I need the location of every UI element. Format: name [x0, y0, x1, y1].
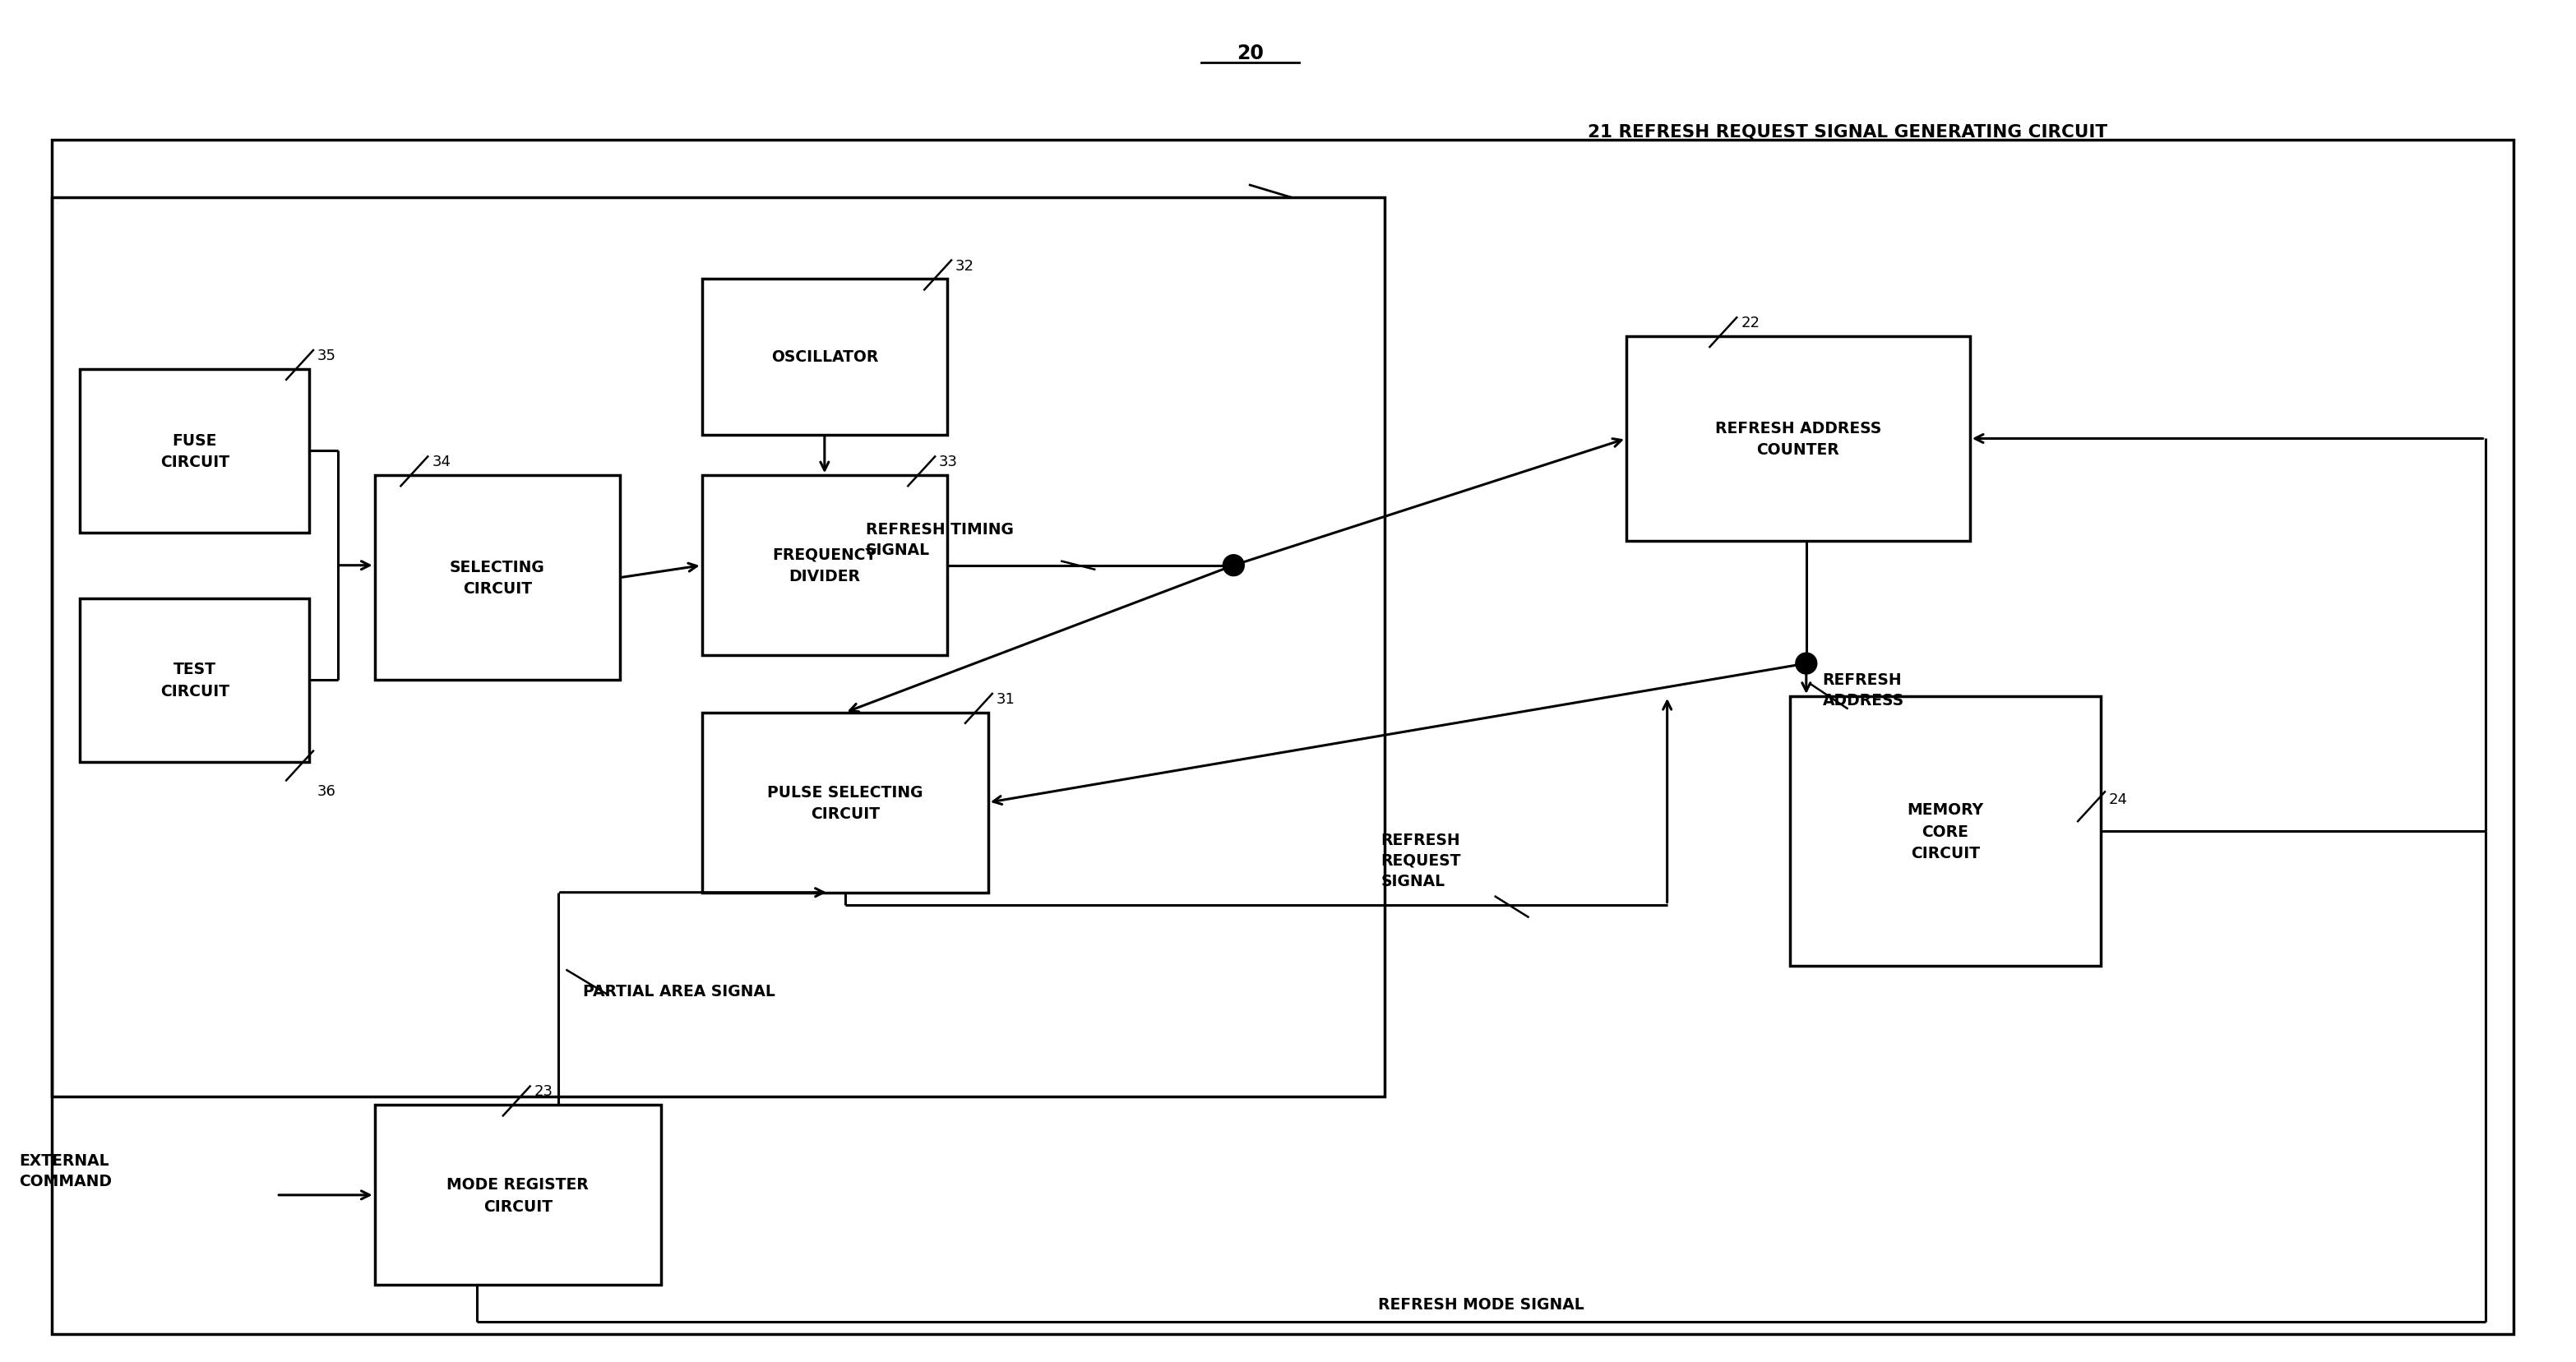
Bar: [1790, 696, 2102, 966]
Bar: [701, 475, 948, 655]
Text: TEST
CIRCUIT: TEST CIRCUIT: [160, 662, 229, 699]
Text: 36: 36: [317, 785, 335, 798]
Text: 24: 24: [2110, 793, 2128, 806]
Text: FUSE
CIRCUIT: FUSE CIRCUIT: [160, 433, 229, 470]
Text: REFRESH ADDRESS
COUNTER: REFRESH ADDRESS COUNTER: [1716, 421, 1880, 458]
Bar: [701, 279, 948, 434]
Circle shape: [1224, 556, 1244, 576]
Text: EXTERNAL
COMMAND: EXTERNAL COMMAND: [18, 1152, 111, 1189]
Text: PARTIAL AREA SIGNAL: PARTIAL AREA SIGNAL: [582, 983, 775, 998]
Bar: [1625, 336, 1971, 541]
Bar: [701, 712, 989, 892]
Circle shape: [1795, 654, 1816, 674]
Bar: [80, 369, 309, 533]
Text: 23: 23: [533, 1084, 554, 1099]
Bar: [374, 475, 621, 680]
Text: 20: 20: [1236, 44, 1262, 63]
Text: REFRESH
REQUEST
SIGNAL: REFRESH REQUEST SIGNAL: [1381, 832, 1461, 888]
Bar: [374, 1105, 662, 1284]
Bar: [52, 140, 2514, 1333]
Text: MEMORY
CORE
CIRCUIT: MEMORY CORE CIRCUIT: [1906, 802, 1984, 861]
Bar: [52, 197, 1386, 1096]
Text: REFRESH TIMING
SIGNAL: REFRESH TIMING SIGNAL: [866, 522, 1012, 557]
Text: 22: 22: [1741, 316, 1759, 331]
Text: MODE REGISTER
CIRCUIT: MODE REGISTER CIRCUIT: [446, 1177, 590, 1214]
Text: REFRESH
ADDRESS: REFRESH ADDRESS: [1824, 671, 1904, 708]
Text: 33: 33: [940, 455, 958, 470]
Text: 32: 32: [956, 259, 974, 274]
Text: OSCILLATOR: OSCILLATOR: [770, 350, 878, 365]
Text: PULSE SELECTING
CIRCUIT: PULSE SELECTING CIRCUIT: [768, 785, 922, 821]
Text: 21 REFRESH REQUEST SIGNAL GENERATING CIRCUIT: 21 REFRESH REQUEST SIGNAL GENERATING CIR…: [1587, 124, 2107, 140]
Text: 31: 31: [997, 692, 1015, 707]
Text: REFRESH MODE SIGNAL: REFRESH MODE SIGNAL: [1378, 1297, 1584, 1312]
Text: SELECTING
CIRCUIT: SELECTING CIRCUIT: [451, 560, 546, 597]
Text: FREQUENCY
DIVIDER: FREQUENCY DIVIDER: [773, 548, 876, 584]
Bar: [80, 598, 309, 761]
Text: 35: 35: [317, 349, 337, 364]
Text: 34: 34: [433, 455, 451, 470]
